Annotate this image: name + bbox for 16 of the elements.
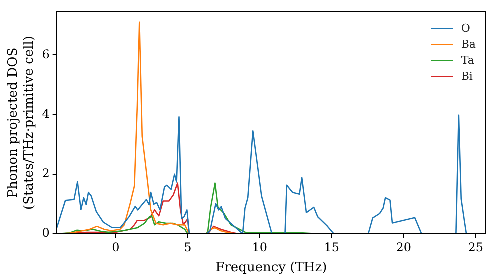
legend-label: O [461, 22, 470, 34]
x-axis-title: Frequency (THz) [216, 260, 328, 276]
x-tick-label: 15 [324, 240, 340, 254]
legend-label: Ba [461, 38, 476, 50]
y-tick-label: 0 [42, 226, 50, 240]
legend-label: Bi [461, 70, 473, 82]
x-tick-label: 0 [112, 240, 120, 254]
x-tick-label: 25 [468, 240, 484, 254]
y-tick-label: 6 [42, 47, 50, 62]
legend-label: Ta [461, 54, 474, 66]
x-tick-label: 5 [184, 240, 192, 254]
y-axis-title: Phonon projected DOS (States/THz·primitive cell) [6, 36, 37, 210]
y-tick-label: 2 [42, 166, 50, 181]
x-tick-label: 20 [396, 240, 412, 254]
x-tick-label: 10 [252, 240, 268, 254]
y-tick-label: 4 [42, 106, 50, 121]
